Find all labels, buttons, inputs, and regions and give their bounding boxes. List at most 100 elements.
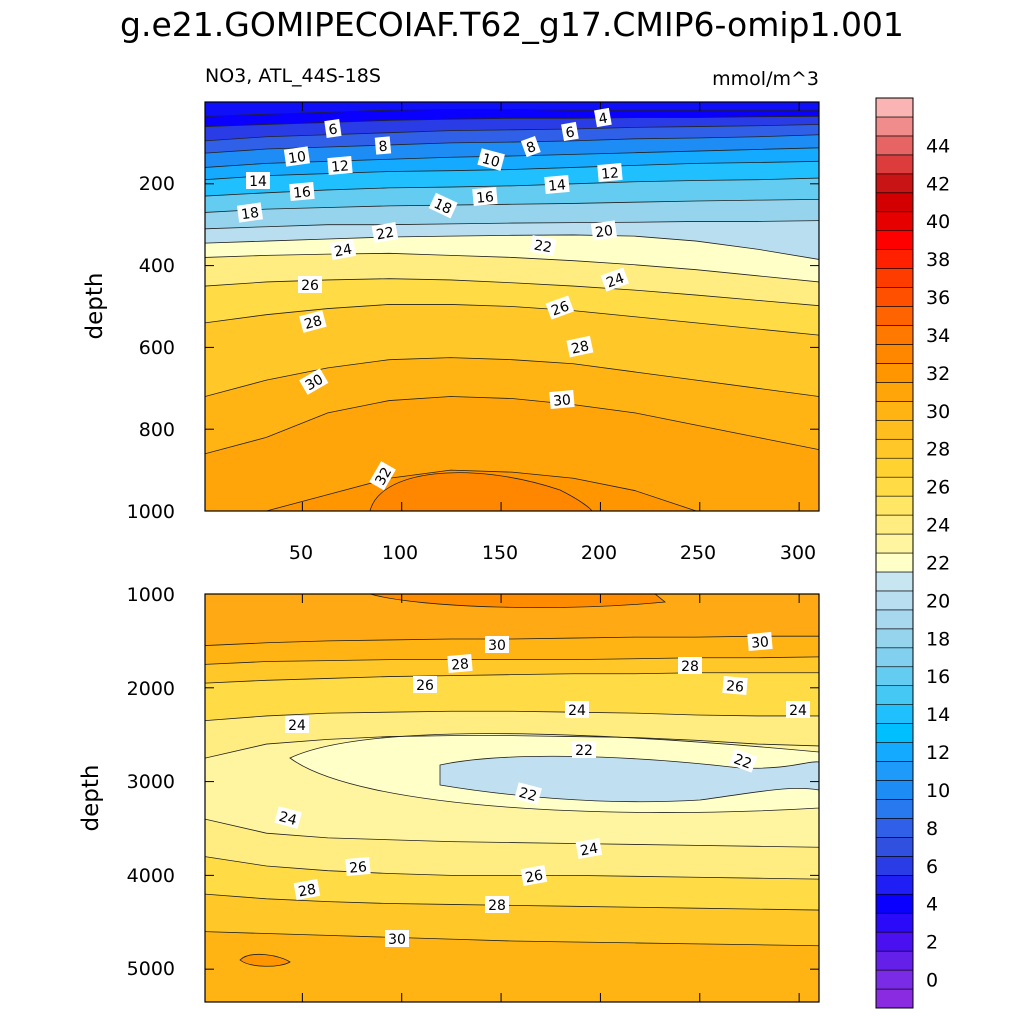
bottom-contour-label-text: 28 (681, 659, 699, 675)
bottom-contour-band (205, 856, 819, 911)
bottom-contour-band (205, 931, 819, 1002)
bottom-ytick-label: 3000 (127, 771, 175, 793)
bottom-contour-label: 26 (345, 856, 371, 877)
bottom-contour-label-box (413, 676, 437, 693)
bottom-contour-label-box (345, 856, 371, 877)
colorbar-label: 34 (926, 325, 950, 347)
top-contour-label-box (597, 162, 623, 183)
colorbar-label: 36 (926, 287, 950, 309)
colorbar-label: 2 (926, 932, 938, 954)
top-contour-label: 14 (544, 174, 570, 195)
colorbar-label: 38 (926, 249, 950, 271)
bottom-ytick-label: 5000 (127, 958, 175, 980)
colorbar-label: 6 (926, 856, 938, 878)
bottom-contour-label-box (385, 930, 409, 947)
top-contour-label-text: 12 (601, 165, 620, 182)
colorbar-swatch (875, 344, 914, 364)
bottom-contour-label-text: 28 (297, 882, 317, 901)
top-contour-line (205, 115, 819, 127)
bottom-contour-label: 24 (786, 701, 810, 719)
colorbar-label: 16 (926, 666, 950, 688)
top-contour-label-box (590, 220, 617, 241)
colorbar-swatch (875, 609, 914, 630)
top-contour-band (205, 357, 819, 454)
colorbar-swatch (875, 419, 914, 440)
top-contour-label: 14 (246, 172, 270, 190)
colorbar-label: 44 (926, 135, 950, 157)
bottom-contour-line (205, 893, 819, 911)
colorbar-label: 22 (926, 552, 950, 574)
top-contour-label: 8 (520, 135, 541, 158)
top-contour-label-text: 8 (378, 139, 388, 156)
top-contour-label-text: 16 (293, 184, 312, 201)
top-contour-band (205, 134, 819, 168)
bottom-contour-label-box (786, 701, 810, 718)
colorbar-label: 0 (926, 970, 938, 992)
top-contour-label: 6 (561, 121, 579, 142)
colorbar-swatch (875, 969, 914, 990)
top-xtick-label: 150 (482, 542, 518, 564)
top-contour-line (205, 357, 819, 397)
colorbar-swatch (875, 192, 914, 213)
top-contour-line (205, 124, 819, 142)
top-contour-line (205, 469, 819, 511)
top-contour-label-box (324, 119, 342, 138)
top-contour-band (205, 161, 819, 197)
colorbar-label: 4 (926, 894, 938, 916)
bottom-contour-label: 24 (565, 701, 589, 719)
top-contour-label: 18 (236, 202, 263, 223)
bottom-contour-label-box (274, 806, 302, 829)
bottom-contour-band (205, 894, 819, 946)
top-contour-label-text: 30 (553, 392, 572, 409)
top-contour-band (205, 396, 819, 511)
top-contour-label-box (600, 267, 630, 292)
colorbar-swatch (875, 552, 914, 573)
colorbar-label: 30 (926, 401, 950, 423)
top-contour-band (205, 116, 819, 141)
top-contour-label-text: 6 (564, 124, 576, 141)
bottom-contour-label-text: 30 (751, 634, 770, 651)
top-contour-line (205, 234, 819, 260)
top-contour-label: 20 (590, 220, 617, 241)
colorbar-swatch (875, 780, 914, 800)
bottom-contour-line (205, 710, 819, 722)
bottom-contour-band (205, 636, 819, 665)
colorbar-swatch (875, 931, 914, 952)
top-contour-label: 16 (472, 186, 498, 207)
top-contour-label-text: 26 (549, 298, 571, 319)
bottom-contour-label: 24 (274, 806, 302, 829)
bottom-contour-label: 22 (572, 741, 596, 759)
colorbar-swatch (875, 666, 914, 687)
colorbar-label: 20 (926, 590, 950, 612)
bottom-contour-label: 26 (520, 865, 548, 886)
bottom-ytick-label: 1000 (127, 584, 175, 606)
colorbar-swatch (875, 306, 914, 326)
variable-label: NO3, ATL_44S-18S (205, 65, 381, 87)
top-contour-label: 12 (327, 155, 353, 176)
top-contour-label-text: 4 (597, 110, 609, 127)
bottom-contour-line (205, 656, 819, 665)
bottom-contour-label-box (285, 716, 309, 733)
colorbar-swatch (875, 382, 914, 402)
bottom-contour-label-text: 22 (575, 743, 593, 759)
top-xtick-label: 200 (581, 542, 617, 564)
top-contour-label: 10 (283, 146, 310, 167)
bottom-contour-label-text: 26 (725, 678, 744, 695)
top-contour-line (205, 252, 819, 283)
top-contour-label: 28 (566, 335, 594, 358)
top-contour-band (205, 178, 819, 213)
top-contour-label: 30 (549, 389, 575, 410)
colorbar-swatch (875, 685, 914, 705)
top-contour-label-text: 18 (240, 205, 260, 223)
top-contour-label: 6 (324, 119, 342, 139)
top-contour-label: 32 (369, 461, 396, 491)
colorbar-swatch (875, 514, 914, 535)
bottom-contour-label-box (485, 636, 509, 653)
colorbar-swatch (875, 495, 914, 516)
top-contour-label-text: 24 (333, 242, 353, 261)
colorbar-swatch (875, 401, 914, 421)
top-contour-line (205, 396, 819, 455)
bottom-contour-label-text: 30 (488, 638, 506, 654)
top-contour-label-box (545, 295, 575, 320)
